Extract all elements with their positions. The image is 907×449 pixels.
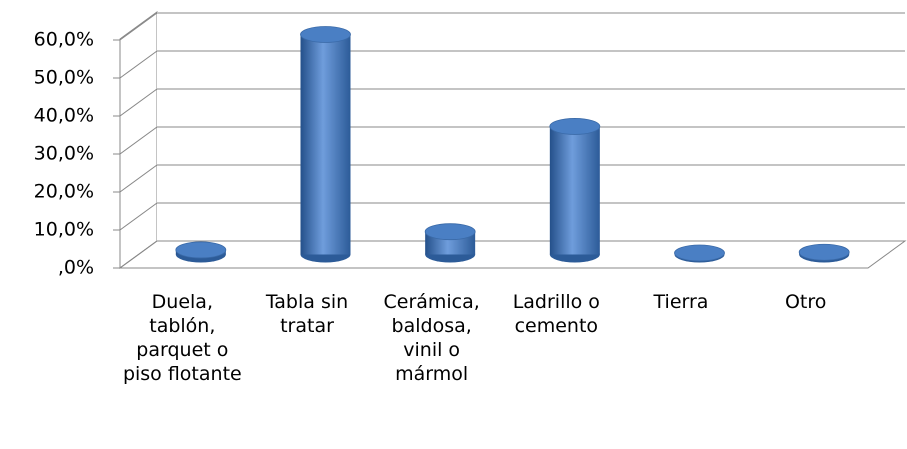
bar-top (798, 243, 850, 261)
bar (300, 26, 351, 263)
y-tick-label: 50,0% (34, 67, 94, 89)
x-tick-label: Otro (784, 291, 827, 313)
grid-line (119, 12, 905, 41)
grid-line (119, 88, 905, 117)
x-tick-label: Tierra (653, 291, 709, 313)
grid-line (119, 164, 905, 193)
bar (175, 241, 227, 263)
grid-line (119, 240, 905, 269)
y-tick-label: 60,0% (34, 29, 94, 51)
bar (674, 244, 725, 263)
bar-top (549, 118, 601, 135)
bar-top (300, 26, 351, 43)
x-tick-label: Cerámica, baldosa, vinil o mármol (383, 291, 480, 385)
grid-line (119, 126, 905, 155)
y-tick-label: 20,0% (34, 181, 94, 203)
bar-top (175, 241, 227, 259)
x-tick-label: Duela, tablón, parquet o piso flotante (122, 291, 242, 385)
grid-line (119, 50, 905, 79)
y-tick-label: 40,0% (34, 105, 94, 127)
bar (549, 118, 601, 263)
y-tick-label: 30,0% (34, 143, 94, 165)
bar-top (424, 223, 476, 241)
y-tick-label: 10,0% (34, 219, 94, 241)
bar (424, 223, 476, 263)
bar-body (300, 34, 351, 255)
bar (798, 243, 850, 263)
bar-body (549, 126, 600, 255)
x-tick-label: Ladrillo o cemento (512, 291, 600, 337)
y-tick-label: ,0% (58, 257, 94, 279)
x-tick-label: Tabla sin tratar (265, 291, 349, 337)
bar-top (674, 244, 725, 262)
grid-line (119, 202, 905, 231)
floor (118, 240, 907, 269)
